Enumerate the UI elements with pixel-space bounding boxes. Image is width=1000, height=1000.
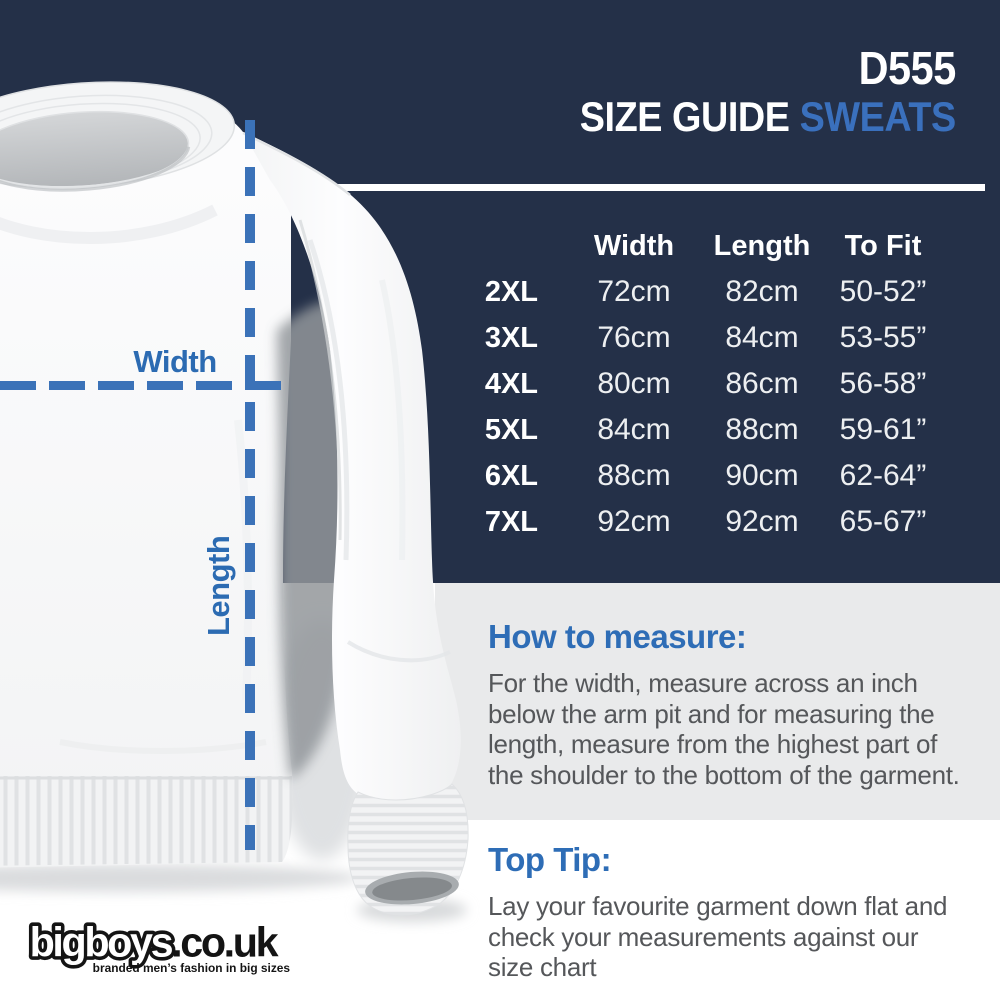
- table-cell-size: 2XL: [484, 276, 538, 308]
- table-cell-length: 88cm: [725, 413, 799, 446]
- table-cell-size: 7XL: [484, 506, 538, 538]
- table-cell-length: 82cm: [725, 275, 799, 308]
- table-cell-to_fit: 59-61”: [839, 413, 927, 446]
- size-guide-title: SIZE GUIDE SWEATS: [580, 94, 956, 140]
- size-table-column-length: Length 82cm 84cm 86cm 88cm 90cm 92cm: [678, 223, 846, 545]
- logo-name: bigboys: [30, 919, 173, 965]
- size-table-column-sizes: 2XL 3XL 4XL 5XL 6XL 7XL: [420, 223, 538, 545]
- how-to-measure-text: For the width, measure across an inch be…: [488, 668, 960, 790]
- title-white-part: SIZE GUIDE: [579, 93, 790, 140]
- table-cell-size: 4XL: [484, 368, 538, 400]
- size-table-column-tofit: To Fit 50-52” 53-55” 56-58” 59-61” 62-64” 65-…: [799, 223, 967, 545]
- how-to-measure-section: How to measure: For the width, measure a…: [488, 618, 966, 790]
- table-cell-to_fit: 56-58”: [839, 367, 927, 400]
- width-measure-line: [0, 381, 284, 390]
- width-measure-label: Width: [133, 344, 217, 379]
- title-accent-part: SWEATS: [799, 93, 957, 140]
- top-tip-section: Top Tip: Lay your favourite garment down…: [488, 841, 966, 983]
- table-cell-to_fit: 65-67”: [839, 505, 927, 538]
- table-header-length: Length: [713, 230, 811, 262]
- measure-gray-panel: [435, 583, 1000, 820]
- table-cell-size: 3XL: [484, 322, 538, 354]
- length-measure-line: [245, 120, 255, 850]
- size-table-column-width: Width 72cm 76cm 80cm 84cm 88cm 92cm: [542, 223, 726, 545]
- table-cell-length: 92cm: [725, 505, 799, 538]
- table-cell-size: 5XL: [484, 414, 538, 446]
- table-cell-width: 80cm: [597, 367, 671, 400]
- table-cell-to_fit: 50-52”: [839, 275, 927, 308]
- table-cell-width: 72cm: [597, 275, 671, 308]
- length-measure-label: Length: [201, 535, 236, 636]
- table-header-blank: [420, 223, 538, 269]
- logo-suffix: .co.uk: [171, 919, 278, 965]
- table-cell-width: 88cm: [597, 459, 671, 492]
- bigboys-logo: bigboys.co.uk branded men’s fashion in b…: [28, 916, 291, 975]
- table-cell-width: 76cm: [597, 321, 671, 354]
- svg-text:bigboys.co.uk: bigboys.co.uk: [30, 919, 279, 965]
- logo-tagline: branded men’s fashion in big sizes: [93, 961, 291, 975]
- how-to-measure-heading: How to measure:: [488, 618, 747, 655]
- table-cell-length: 86cm: [725, 367, 799, 400]
- top-tip-text: Lay your favourite garment down flat and…: [488, 891, 948, 982]
- table-cell-to_fit: 53-55”: [839, 321, 927, 354]
- table-cell-length: 90cm: [725, 459, 799, 492]
- table-cell-width: 84cm: [597, 413, 671, 446]
- table-header-tofit: To Fit: [844, 230, 922, 262]
- sweatshirt-illustration: [0, 81, 469, 922]
- page-title: D555 SIZE GUIDE SWEATS: [538, 42, 956, 140]
- table-cell-length: 84cm: [725, 321, 799, 354]
- table-cell-width: 92cm: [597, 505, 671, 538]
- table-cell-to_fit: 62-64”: [839, 459, 927, 492]
- top-tip-heading: Top Tip:: [488, 841, 612, 878]
- brand-name: D555: [858, 42, 957, 94]
- table-header-width: Width: [593, 230, 675, 262]
- table-cell-size: 6XL: [484, 460, 538, 492]
- title-divider-line: [330, 184, 985, 191]
